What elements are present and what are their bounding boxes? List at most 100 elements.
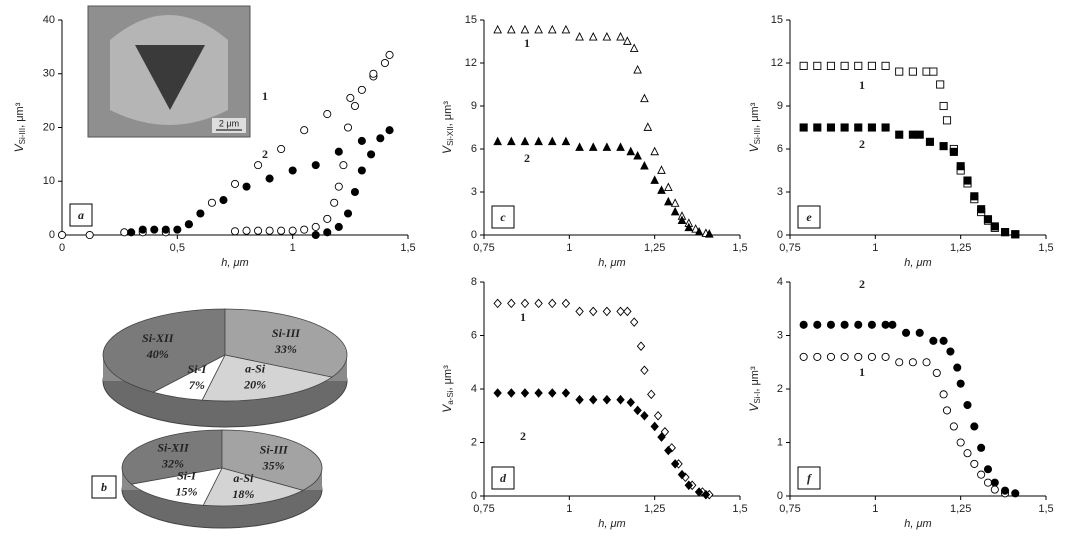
y-tick-label: 3 — [471, 186, 477, 198]
y-axis-label-unit: , μm³ — [749, 366, 761, 392]
marker — [922, 67, 931, 76]
y-tick-label: 0 — [777, 490, 783, 502]
panel-label: e — [806, 210, 812, 224]
marker — [385, 126, 394, 135]
marker — [150, 225, 159, 234]
marker — [813, 320, 822, 329]
marker — [369, 69, 378, 78]
marker — [588, 32, 598, 41]
marker — [1011, 489, 1020, 498]
marker — [970, 459, 979, 468]
x-tick-label: 0,75 — [779, 503, 800, 515]
pie-category-label: Si-XII — [142, 331, 175, 345]
marker — [977, 205, 986, 214]
marker — [323, 110, 332, 119]
marker — [663, 196, 673, 206]
marker — [657, 432, 666, 442]
x-tick-label: 1 — [872, 242, 878, 254]
marker — [547, 136, 557, 146]
y-axis-label-unit: , μm³ — [14, 102, 26, 128]
marker — [643, 122, 653, 131]
panel-label-box — [69, 203, 93, 227]
y-tick-label: 1 — [777, 436, 783, 448]
series-label: 1 — [524, 36, 530, 50]
marker — [120, 228, 129, 237]
marker — [548, 298, 557, 309]
marker — [633, 405, 642, 416]
x-axis-label: h, μm — [904, 518, 931, 530]
marker — [520, 388, 530, 398]
marker — [657, 165, 666, 174]
marker — [493, 24, 502, 34]
marker — [915, 130, 924, 139]
marker — [357, 166, 366, 175]
marker — [242, 226, 251, 235]
marker — [277, 144, 286, 154]
y-axis-label-unit: , μm³ — [749, 102, 761, 128]
marker — [694, 487, 704, 497]
marker — [840, 320, 849, 329]
marker — [493, 388, 502, 398]
marker — [288, 226, 297, 235]
marker — [840, 352, 849, 361]
marker — [942, 406, 952, 415]
marker — [840, 123, 849, 132]
x-tick-label: 0 — [59, 242, 65, 254]
x-axis-label: h, μm — [598, 518, 625, 530]
marker — [626, 397, 635, 408]
marker — [977, 443, 986, 452]
marker — [534, 298, 543, 309]
marker — [854, 61, 863, 70]
marker — [357, 136, 366, 145]
marker — [970, 192, 979, 201]
marker — [602, 394, 612, 405]
marker — [881, 61, 890, 70]
marker — [561, 136, 571, 146]
marker — [357, 85, 366, 94]
marker — [664, 445, 673, 456]
x-tick-label: 0,5 — [170, 242, 185, 254]
pie-value-label: 32% — [161, 457, 184, 471]
marker — [561, 298, 571, 309]
pie-slice — [202, 467, 304, 507]
marker — [623, 306, 632, 317]
marker — [534, 388, 543, 398]
marker — [242, 182, 251, 191]
series-label: 1 — [859, 365, 865, 379]
marker — [653, 410, 663, 421]
marker — [184, 220, 193, 229]
inset-image-detail — [135, 45, 205, 110]
x-tick-label: 1,5 — [400, 242, 415, 254]
pie-category-label: Si-XII — [157, 441, 190, 455]
pie-slice — [201, 354, 333, 402]
y-axis-label-symbol: V — [440, 145, 454, 154]
y-tick-label: 8 — [471, 276, 477, 288]
marker — [520, 136, 530, 146]
marker — [346, 93, 355, 102]
marker — [376, 134, 385, 143]
marker — [990, 485, 999, 494]
y-tick-label: 40 — [43, 14, 55, 26]
x-tick-label: 1,5 — [732, 503, 747, 515]
y-axis-label-subscript: Si-XII — [446, 126, 455, 146]
y-axis-label-subscript: Si-III — [18, 128, 27, 144]
series-label: 2 — [524, 151, 530, 165]
marker — [963, 449, 972, 458]
marker — [616, 306, 625, 317]
marker — [588, 142, 598, 151]
marker — [670, 206, 680, 216]
marker — [277, 226, 286, 235]
panel-label-box — [91, 475, 117, 499]
marker — [949, 147, 958, 156]
marker — [840, 61, 849, 70]
marker — [343, 209, 353, 218]
pie-category-label: Si-I — [177, 468, 197, 482]
y-axis-label-symbol: V — [440, 404, 454, 413]
marker — [667, 443, 676, 453]
marker — [936, 80, 945, 89]
x-tick-label: 1,25 — [644, 503, 665, 515]
marker — [323, 228, 332, 237]
marker — [881, 123, 890, 132]
marker — [983, 465, 993, 474]
